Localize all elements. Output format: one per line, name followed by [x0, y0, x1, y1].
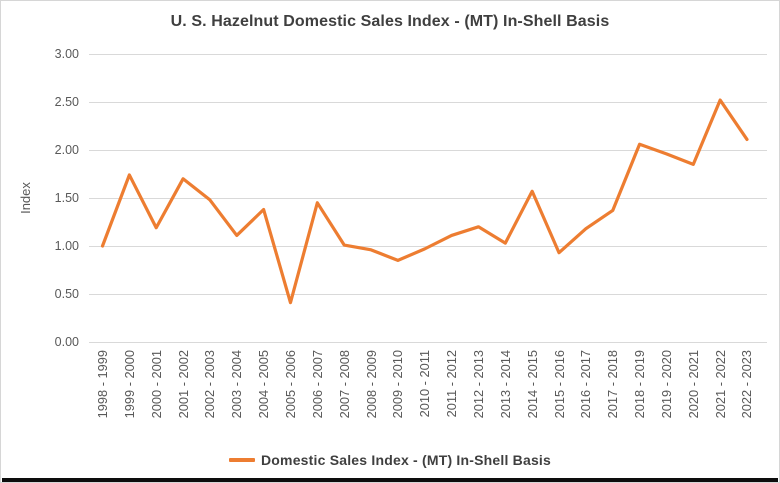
x-tick-label: 2006 - 2007 [309, 350, 325, 419]
y-tick-label: 2.50 [54, 94, 79, 109]
x-tick-label: 2013 - 2014 [497, 350, 513, 419]
x-tick-label: 2009 - 2010 [390, 350, 406, 419]
chart-title: U. S. Hazelnut Domestic Sales Index - (M… [170, 13, 610, 30]
y-tick-label: 0.00 [54, 334, 79, 349]
y-tick-label: 1.50 [54, 190, 79, 205]
x-tick-label: 2008 - 2009 [363, 350, 379, 419]
x-tick-label: 2000 - 2001 [148, 350, 164, 419]
x-tick-label: 2001 - 2002 [175, 350, 191, 419]
x-tick-label: 2022 - 2023 [739, 350, 755, 419]
data-line-domestic-sales-index [100, 98, 749, 305]
x-tick-label: 2011 - 2012 [444, 350, 460, 418]
x-tick-label: 2017 - 2018 [605, 350, 621, 419]
x-tick-label: 2020 - 2021 [685, 350, 701, 419]
x-tick-label: 2012 - 2013 [470, 350, 486, 419]
legend-label: Domestic Sales Index - (MT) In-Shell Bas… [260, 452, 552, 468]
legend: Domestic Sales Index - (MT) In-Shell Bas… [1, 451, 779, 469]
x-tick-label: 2014 - 2015 [524, 350, 540, 419]
x-tick-label: 2005 - 2006 [282, 350, 298, 419]
x-tick-label: 1998 - 1999 [95, 350, 110, 419]
y-tick-label: 1.00 [54, 238, 79, 253]
y-tick-label: 0.50 [54, 286, 79, 301]
x-tick-label: 2019 - 2020 [658, 350, 674, 419]
x-tick-label: 1999 - 2000 [121, 350, 137, 419]
legend-line-swatch [228, 458, 255, 462]
x-tick-label: 2007 - 2008 [336, 350, 352, 419]
x-tick-label: 2010 - 2011 [417, 350, 433, 418]
x-tick-label: 2021 - 2022 [712, 350, 728, 419]
x-tick-label: 2018 - 2019 [632, 350, 648, 419]
y-tick-label: 2.00 [54, 142, 79, 157]
x-tick-label: 2004 - 2005 [256, 350, 272, 419]
x-tick-label: 2016 - 2017 [578, 350, 594, 419]
x-tick-label: 2002 - 2003 [202, 350, 218, 419]
x-tick-label: 2003 - 2004 [229, 350, 245, 419]
bottom-border-bar [2, 478, 778, 482]
x-tick-label: 2015 - 2016 [551, 350, 567, 419]
line-chart-plot-area [89, 54, 767, 343]
y-tick-label: 3.00 [54, 46, 79, 61]
